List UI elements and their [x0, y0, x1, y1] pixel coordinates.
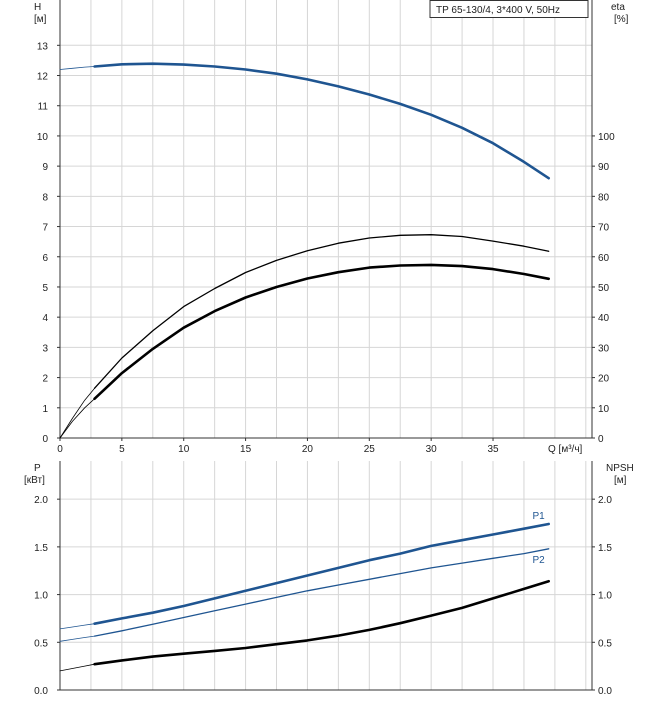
- y2-tick-label: 20: [598, 374, 610, 385]
- y-tick-label: 11: [38, 102, 49, 113]
- y-tick-label: 8: [42, 192, 48, 203]
- x-tick-label: 5: [119, 444, 125, 455]
- series-line: [59, 66, 95, 70]
- y-tick-label: 3: [42, 343, 48, 354]
- y-axis-unit: [кВт]: [24, 475, 45, 486]
- series-line: [59, 387, 95, 439]
- y-axis-title: H: [34, 2, 41, 13]
- y2-tick-label: 0: [598, 434, 604, 445]
- x-tick-label: 35: [487, 444, 499, 455]
- y-tick-label: 1: [42, 404, 48, 415]
- x-tick-label: 0: [57, 444, 63, 455]
- power-npsh-panel: 0.0 0.5 1.0 1.5 2.0 0.0 0.5 1.0 1.5 2.0 P[кВт] NPSH…: [24, 461, 634, 697]
- y2-axis-title: NPSH: [606, 463, 634, 474]
- series-line: [59, 635, 95, 642]
- x-tick-label: 10: [178, 444, 190, 455]
- x-tick-label: 20: [302, 444, 314, 455]
- y2-tick-label: 90: [598, 162, 610, 173]
- head-efficiency-panel: 0123456789101112130102030405060708090100…: [34, 0, 629, 455]
- series-line: [59, 663, 95, 672]
- y2-tick-label: 40: [598, 313, 610, 324]
- chart-title: TP 65-130/4, 3*400 V, 50Hz: [436, 5, 560, 16]
- y-tick-label: 1.5: [34, 543, 48, 554]
- y2-tick-label: 1.0: [598, 591, 612, 602]
- y2-tick-label: 10: [598, 404, 610, 415]
- y2-tick-label: 80: [598, 192, 610, 203]
- y-tick-label: 2.0: [34, 495, 48, 506]
- y-tick-label: 6: [42, 253, 48, 264]
- series-line: [93, 579, 551, 666]
- y-tick-label: 5: [42, 283, 48, 294]
- y-tick-label: 13: [37, 41, 49, 52]
- series-label: P2: [532, 555, 545, 566]
- y2-tick-label: 1.5: [598, 543, 612, 554]
- y2-tick-label: 2.0: [598, 495, 612, 506]
- y-tick-label: 0.5: [34, 638, 48, 649]
- y2-tick-label: 100: [598, 132, 615, 143]
- y-tick-label: 0.0: [34, 686, 48, 697]
- x-axis-title: Q [м³/ч]: [548, 444, 583, 455]
- series-line: [93, 522, 551, 626]
- x-tick-label: 30: [426, 444, 438, 455]
- series-line: [93, 548, 550, 637]
- y-tick-label: 2: [42, 374, 48, 385]
- series-line: [93, 62, 551, 180]
- y-tick-label: 4: [42, 313, 48, 324]
- y-axis-unit: [м]: [34, 14, 47, 25]
- y2-axis-unit: [%]: [614, 14, 629, 25]
- y-tick-label: 10: [37, 132, 49, 143]
- y2-axis-title: eta: [611, 2, 625, 13]
- y2-tick-label: 30: [598, 343, 610, 354]
- y-tick-label: 1.0: [34, 591, 48, 602]
- y-tick-label: 12: [37, 72, 49, 83]
- series-line: [59, 623, 95, 630]
- y-axis-title: P: [34, 463, 41, 474]
- x-tick-label: 25: [364, 444, 376, 455]
- y2-tick-label: 50: [598, 283, 610, 294]
- y2-tick-label: 70: [598, 223, 610, 234]
- series-line: [93, 234, 550, 389]
- chart-title-box: [429, 0, 589, 18]
- x-tick-label: 15: [240, 444, 252, 455]
- y2-tick-label: 0.5: [598, 638, 612, 649]
- series-line: [59, 398, 95, 439]
- y2-axis-unit: [м]: [614, 475, 627, 486]
- y-tick-label: 0: [42, 434, 48, 445]
- y2-tick-label: 60: [598, 253, 610, 264]
- y-tick-label: 9: [42, 162, 48, 173]
- y2-tick-label: 0.0: [598, 686, 612, 697]
- y-tick-label: 7: [42, 223, 48, 234]
- series-line: [93, 263, 551, 401]
- series-label: P1: [532, 511, 545, 522]
